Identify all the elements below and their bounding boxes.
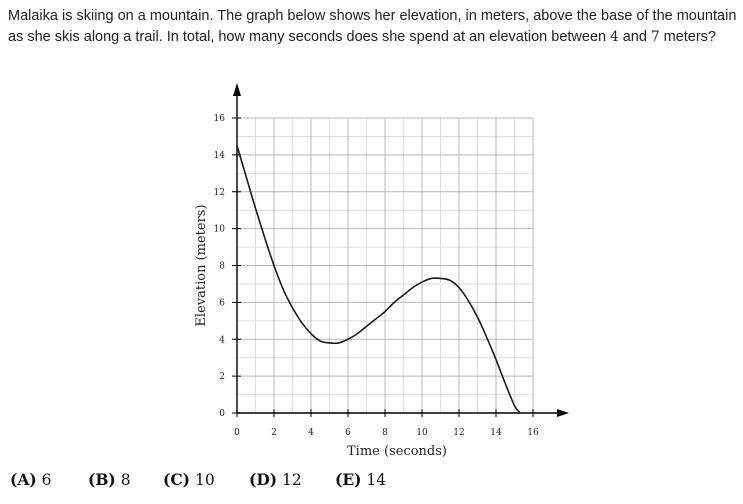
y-tick-label: 10 <box>214 225 226 235</box>
ticks <box>232 117 534 417</box>
answer-choice-letter: (B) <box>88 470 116 489</box>
answer-choice-value: 14 <box>366 471 387 489</box>
x-tick-label: 2 <box>271 428 277 438</box>
y-tick-label: 12 <box>214 188 225 198</box>
x-tick-label: 12 <box>453 428 464 438</box>
question-part3: meters? <box>659 29 716 45</box>
x-tick-labels: 0 2 4 6 8 10 12 14 16 <box>234 428 539 438</box>
y-tick-label: 16 <box>214 114 226 124</box>
x-axis-label: Time (seconds) <box>347 444 447 459</box>
y-axis-label: Elevation (meters) <box>194 204 209 326</box>
y-tick-label: 6 <box>219 298 225 308</box>
major-grid <box>236 117 534 414</box>
answer-choice[interactable]: (A) 6 <box>10 470 52 489</box>
y-tick-label: 2 <box>219 372 225 382</box>
y-axis-arrow-icon <box>233 83 241 96</box>
answer-choice-value: 6 <box>41 471 52 489</box>
question-number-lower: 4 <box>610 29 619 45</box>
y-tick-label: 0 <box>219 409 225 419</box>
answer-choice[interactable]: (C) 10 <box>163 470 215 489</box>
elevation-curve <box>236 145 521 414</box>
answer-choice[interactable]: (D) 12 <box>249 470 302 489</box>
answer-choice-letter: (E) <box>335 470 362 489</box>
x-axis-arrow-icon <box>557 409 569 417</box>
answer-choice-value: 8 <box>120 471 131 489</box>
answer-choices: (A) 6 (B) 8 (C) 10 (D) 12 (E) 14 <box>0 470 743 494</box>
x-tick-label: 14 <box>490 428 502 438</box>
x-tick-label: 0 <box>234 428 240 438</box>
y-tick-labels: 0 2 4 6 8 10 12 14 16 <box>214 114 226 419</box>
question-part1: Malaika is skiing on a mountain. The gra… <box>8 8 737 45</box>
x-tick-label: 16 <box>527 428 539 438</box>
x-tick-label: 8 <box>382 428 388 438</box>
question-text: Malaika is skiing on a mountain. The gra… <box>8 6 740 48</box>
answer-choice[interactable]: (B) 8 <box>88 470 131 489</box>
answer-choice-value: 10 <box>194 471 215 489</box>
question-part2: and <box>618 29 651 45</box>
x-tick-label: 10 <box>416 428 428 438</box>
question-number-upper: 7 <box>650 29 660 45</box>
answer-choice-value: 12 <box>282 471 302 489</box>
answer-choice-letter: (D) <box>249 470 278 489</box>
y-tick-label: 14 <box>214 151 226 161</box>
x-tick-label: 4 <box>308 428 314 438</box>
axes <box>233 83 569 417</box>
answer-choice[interactable]: (E) 14 <box>335 470 386 489</box>
answer-choice-letter: (C) <box>163 470 191 489</box>
y-tick-label: 8 <box>219 262 225 272</box>
y-tick-label: 4 <box>219 335 225 345</box>
x-tick-label: 6 <box>345 428 351 438</box>
answer-choice-letter: (A) <box>10 470 37 489</box>
